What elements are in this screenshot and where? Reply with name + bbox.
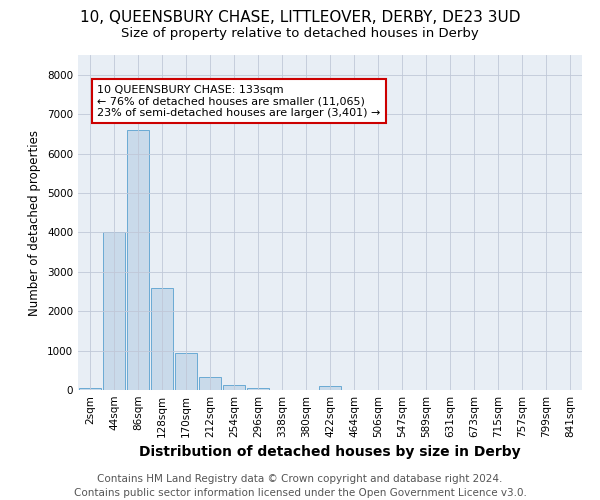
Y-axis label: Number of detached properties: Number of detached properties (28, 130, 41, 316)
Bar (175, 352, 197, 390)
Bar (151, 288, 173, 390)
Bar (319, 386, 341, 390)
Bar (199, 377, 221, 390)
Bar (223, 385, 245, 390)
Bar (103, 232, 125, 390)
Text: 10 QUEENSBURY CHASE: 133sqm
← 76% of detached houses are smaller (11,065)
23% of: 10 QUEENSBURY CHASE: 133sqm ← 76% of det… (97, 84, 380, 118)
Bar (247, 388, 269, 390)
Bar (127, 130, 149, 390)
Text: 10, QUEENSBURY CHASE, LITTLEOVER, DERBY, DE23 3UD: 10, QUEENSBURY CHASE, LITTLEOVER, DERBY,… (80, 10, 520, 25)
X-axis label: Distribution of detached houses by size in Derby: Distribution of detached houses by size … (139, 446, 521, 460)
Bar (79, 388, 101, 390)
Text: Contains HM Land Registry data © Crown copyright and database right 2024.
Contai: Contains HM Land Registry data © Crown c… (74, 474, 526, 498)
Text: Size of property relative to detached houses in Derby: Size of property relative to detached ho… (121, 28, 479, 40)
